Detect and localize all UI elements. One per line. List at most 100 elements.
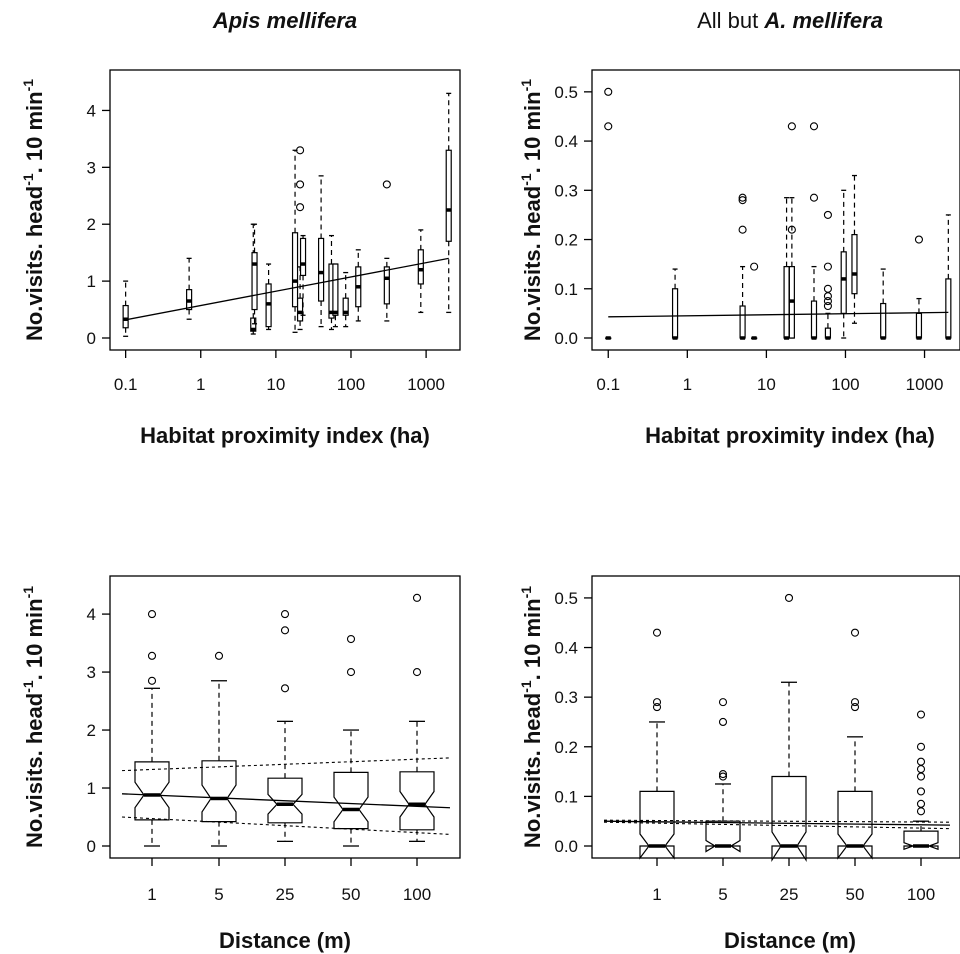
outlier-point (916, 757, 926, 766)
box-body (317, 237, 325, 302)
outlier-point (412, 668, 422, 677)
outlier-point (916, 742, 926, 751)
y-tick-label: 1 (87, 272, 96, 291)
box-body (296, 297, 304, 322)
box-13 (355, 249, 362, 322)
outlier-point (604, 87, 613, 96)
x-tick-label: 10 (757, 375, 776, 394)
box-body (445, 149, 452, 242)
box-body (880, 302, 887, 339)
y-label-text: . 10 min (22, 91, 47, 173)
outlier-point (718, 770, 728, 779)
y-axis-label: No.visits. head-1. 10 min-1 (20, 586, 47, 848)
outlier-point (147, 651, 157, 660)
outlier-point (652, 628, 662, 637)
outlier-point (784, 593, 794, 602)
x-tick-label: 100 (337, 375, 365, 394)
box-16 (445, 92, 452, 314)
box-body (771, 775, 807, 863)
outlier-point (914, 235, 924, 244)
box-6 (291, 149, 299, 333)
outlier-point (280, 626, 290, 635)
x-tick-label: 1000 (906, 375, 944, 394)
outlier-point (346, 668, 356, 677)
y-tick-label: 0.2 (554, 231, 578, 250)
box-body (332, 263, 339, 316)
y-label-text: No.visits. head (22, 186, 47, 341)
outlier-point (916, 799, 926, 808)
box-3 (738, 193, 747, 340)
outlier-point (823, 262, 832, 271)
box-body (299, 237, 307, 277)
fit-line (608, 311, 949, 318)
outlier-point (916, 807, 926, 816)
box-8 (299, 234, 307, 316)
box-body (639, 790, 675, 860)
fit-line (125, 257, 449, 321)
box-body (251, 252, 258, 311)
x-tick-label: 50 (342, 885, 361, 904)
box-1 (134, 610, 170, 847)
box-body (783, 266, 790, 339)
title-italic: A. mellifera (763, 8, 883, 33)
box-body (417, 249, 424, 285)
y-tick-label: 0.2 (554, 738, 578, 757)
box-2 (705, 698, 741, 853)
plot-frame (109, 69, 461, 351)
outlier-point (346, 634, 356, 644)
outlier-point (850, 628, 860, 637)
box-1 (604, 87, 613, 340)
panel-3: Distance (m) No.visits. head-1. 10 min-1 0… (20, 575, 461, 953)
y-tick-label: 2 (87, 721, 96, 740)
box-2 (186, 257, 193, 320)
box-7 (296, 146, 305, 331)
box-3 (267, 610, 303, 843)
box-body (383, 266, 390, 305)
y-tick-label: 0.0 (554, 329, 578, 348)
x-axis-label: Distance (m) (219, 928, 351, 953)
outlier-point (823, 292, 832, 301)
title-plain: All but (697, 8, 764, 33)
box-1 (639, 628, 675, 860)
x-tick-label: 25 (780, 885, 799, 904)
outlier-point (718, 717, 728, 727)
box-10 (851, 174, 858, 324)
fit-line (603, 820, 951, 826)
box-12 (342, 271, 349, 328)
x-tick-label: 5 (214, 885, 223, 904)
y-tick-label: 0.4 (554, 639, 578, 658)
box-body (705, 820, 741, 853)
y-tick-label: 0 (87, 837, 96, 856)
x-axis-label: Distance (m) (724, 928, 856, 953)
box-body (342, 297, 349, 316)
outlier-point (214, 651, 224, 660)
x-tick-label: 1000 (407, 375, 445, 394)
outlier-point (750, 262, 759, 271)
box-body (671, 288, 679, 339)
x-tick-label: 1 (652, 885, 661, 904)
outlier-point (823, 301, 832, 311)
outlier-point (916, 787, 926, 796)
outlier-point (809, 193, 819, 202)
outlier-point (823, 284, 832, 293)
box-body (333, 771, 369, 830)
outlier-point (604, 122, 613, 131)
y-label-superscript: -1 (518, 586, 534, 599)
y-label-text: . 10 min (520, 91, 545, 173)
y-tick-label: 0.0 (554, 837, 578, 856)
x-tick-label: 10 (266, 375, 285, 394)
outlier-point (147, 676, 157, 685)
x-tick-label: 25 (276, 885, 295, 904)
outlier-point (652, 698, 662, 707)
box-6 (787, 122, 796, 339)
ci-lower-line (603, 821, 951, 830)
box-12 (914, 235, 924, 340)
y-axis-label: No.visits. head-1. 10 min-1 (518, 586, 545, 848)
ci-upper-line (603, 819, 951, 823)
y-label-superscript: -1 (20, 586, 36, 599)
y-tick-label: 0.3 (554, 181, 578, 200)
box-5 (903, 710, 939, 851)
outlier-point (738, 225, 747, 234)
fit-line (121, 793, 451, 809)
